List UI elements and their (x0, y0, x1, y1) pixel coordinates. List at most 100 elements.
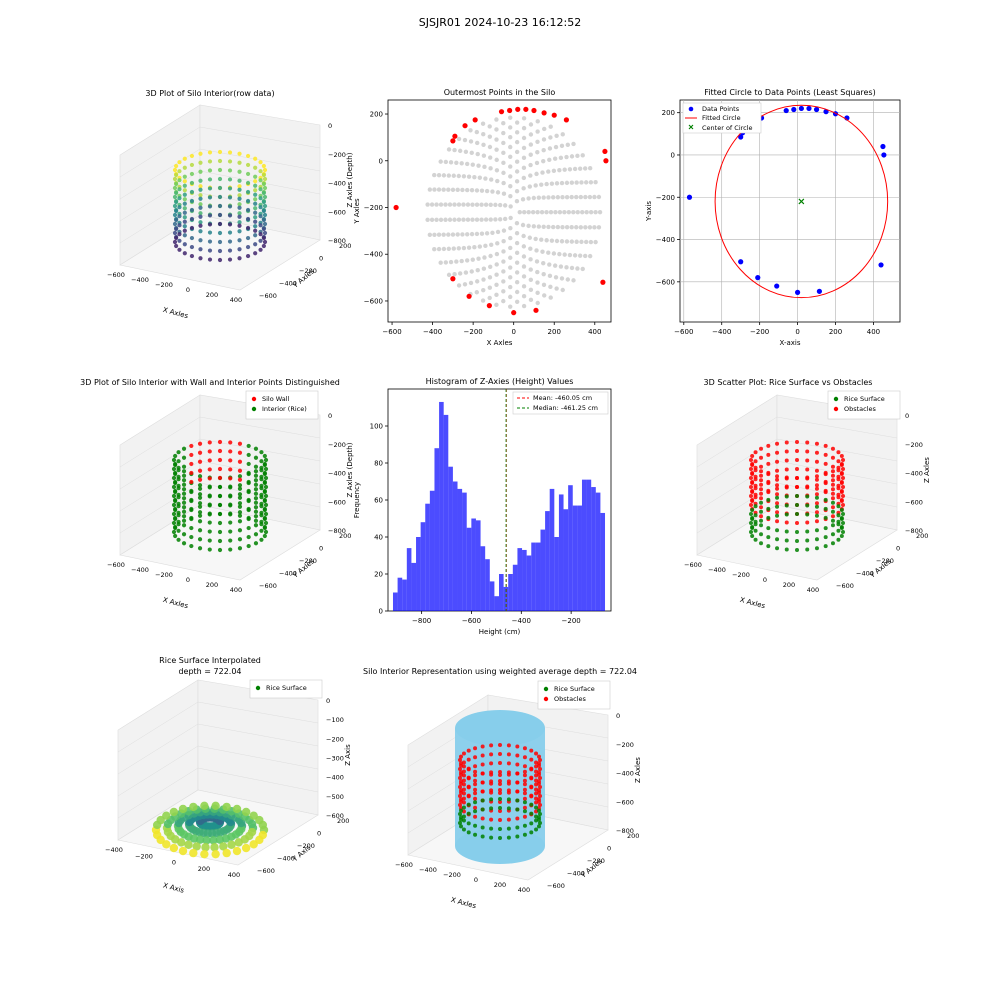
p2-interior-point (468, 280, 474, 286)
p4-ytick-label: −400 (279, 570, 297, 578)
p2-interior-point (557, 209, 563, 215)
p5-bar (466, 527, 472, 611)
p2-interior-point (569, 265, 575, 271)
p4-cloud-point (253, 514, 259, 519)
p6-cloud-point (814, 450, 819, 455)
p4-cloud-point (176, 450, 181, 455)
p2-interior-point (558, 155, 564, 160)
p8-cloud-point (536, 754, 541, 759)
p1-cloud-point (237, 178, 242, 183)
p2-interior-point (465, 232, 470, 237)
p2-interior-point (490, 189, 495, 194)
p2-interior-point (508, 265, 513, 270)
p2-interior-point (569, 225, 574, 230)
p8-cloud-point (536, 772, 541, 777)
p6-cloud-point (836, 468, 841, 473)
p2-xtick-label: −600 (382, 328, 401, 336)
p4-cloud-point (217, 520, 223, 526)
p8-ztick-label: 0 (616, 712, 620, 720)
p8-cloud-point (522, 769, 527, 774)
p1-cloud-point (253, 201, 258, 206)
p2-xtick-label: 0 (511, 328, 515, 336)
p2-interior-point (447, 202, 453, 207)
p4-cloud-point (246, 543, 251, 549)
p6-cloud-point (759, 509, 764, 514)
p5-bar (577, 505, 582, 611)
p4-cloud-point (197, 477, 203, 482)
p2-interior-point (501, 289, 506, 294)
p2-interior-point (427, 187, 433, 192)
p4-cloud-point (181, 455, 187, 460)
p8-xtick-label: −600 (395, 861, 413, 869)
p2-interior-point (432, 232, 437, 237)
p4-cloud-point (263, 529, 269, 535)
p2-interior-point (579, 239, 584, 245)
p8-cloud-point (529, 748, 534, 753)
p6-cloud-point (749, 476, 753, 480)
p2-interior-point (494, 137, 499, 142)
p1-grid (119, 148, 321, 200)
p2-interior-point (474, 188, 480, 193)
p8-cloud-point (538, 758, 542, 762)
p2-interior-point (495, 229, 501, 235)
p6-cloud-point (749, 494, 753, 498)
p6-cloud-point (823, 488, 828, 493)
p1-ytick-label: −600 (259, 292, 277, 300)
p4-cloud-point (176, 495, 181, 500)
p1-cloud-point (198, 247, 203, 252)
p2-interior-point (494, 117, 499, 122)
p4-cloud-point (237, 492, 243, 497)
p6-xtick-label: 400 (807, 586, 819, 594)
p6-cloud-point (759, 478, 764, 483)
legend-swatch (833, 396, 839, 402)
p8-cloud-point (534, 796, 539, 801)
p2-interior-point (508, 135, 513, 140)
p4-cloud-point (259, 537, 264, 542)
p8-cloud-point (536, 799, 541, 804)
p2-interior-point (446, 187, 451, 192)
p6-cloud-point (753, 504, 758, 509)
p2-outer-point (551, 112, 557, 118)
p2-interior-point (452, 217, 457, 222)
p2-interior-point (488, 166, 493, 171)
p8-cloud-point (515, 834, 520, 839)
p2-interior-point (493, 202, 498, 208)
p6-cloud-point (753, 513, 758, 518)
p4-cloud-point (171, 511, 177, 517)
p5-bar (489, 581, 495, 611)
p1-cloud-point (182, 188, 187, 193)
p6-cloud-point (823, 497, 828, 502)
p1-cloud-point (198, 193, 203, 198)
p4-cloud-point (263, 457, 269, 463)
p6-cloud-point (759, 491, 764, 496)
p8-cloud-point (515, 744, 520, 749)
p2-interior-point (571, 141, 576, 147)
p6-cloud-point (766, 515, 771, 520)
p8-cloud-point (506, 770, 511, 775)
p2-interior-point (494, 262, 499, 267)
p1-cloud-point (189, 189, 195, 195)
p6-cloud-point (839, 453, 844, 458)
p1-ztick-label: 0 (328, 122, 332, 130)
p8-cloud-point (473, 764, 478, 769)
p1-cloud-point (261, 163, 266, 169)
p6-cloud-point (759, 500, 764, 505)
p2-interior-point (508, 115, 513, 120)
p8-cloud-point (515, 753, 520, 758)
p2-interior-point (480, 121, 486, 126)
p4-cloud-point (228, 458, 233, 463)
p1-cloud-point (227, 248, 233, 253)
p6-zlabel: Z Axles (923, 457, 931, 483)
p8-cloud-point (489, 817, 494, 822)
p1-cloud-point (261, 243, 266, 249)
p8-cloud-point (538, 821, 542, 825)
p2-interior-point (582, 166, 588, 171)
p2-interior-point (461, 174, 467, 179)
p6-cloud-point (830, 505, 835, 510)
p6-cloud-point (784, 494, 789, 499)
p1-cloud-point (182, 165, 187, 170)
p6-cloud-point (766, 526, 771, 531)
p8-xtick-label: −400 (419, 866, 437, 874)
p4-cloud-point (246, 497, 251, 503)
p8-cloud-point (458, 812, 462, 816)
